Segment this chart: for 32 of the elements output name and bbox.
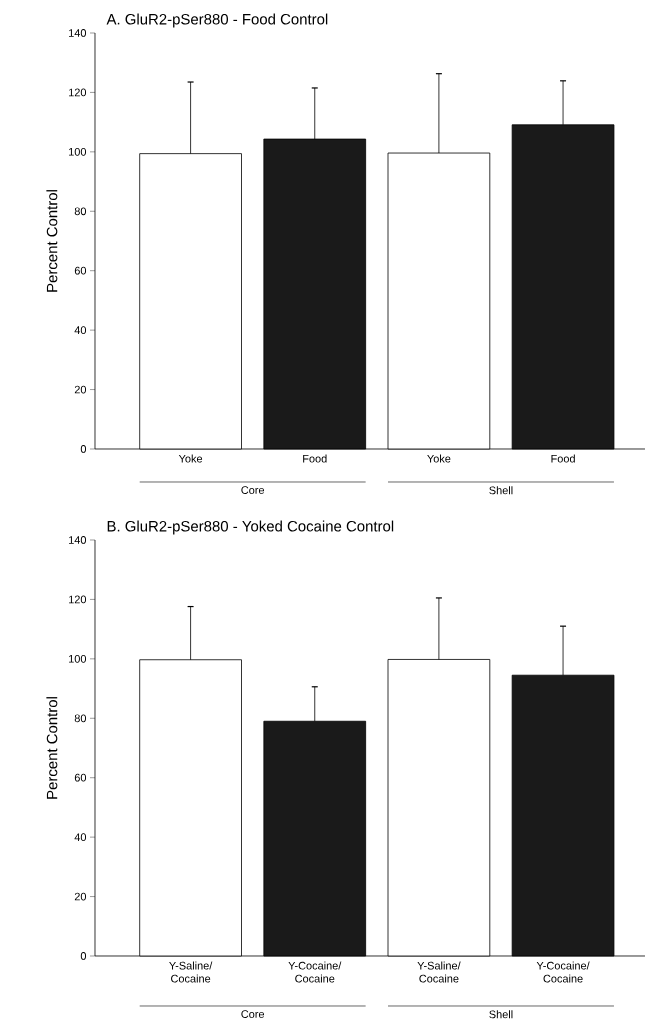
- text: Core: [241, 1010, 265, 1018]
- y-tick-label: 40: [74, 326, 87, 335]
- y-axis-title: Percent Control: [46, 190, 58, 292]
- y-tick-label: 80: [74, 714, 87, 723]
- y-tick-label: 140: [69, 29, 87, 37]
- y-tick-label: 20: [74, 892, 87, 901]
- text: Shell: [489, 1010, 513, 1019]
- text: Core: [241, 486, 265, 494]
- chart-title: B. GluR2-pSer880 - Yoked Cocaine Control: [107, 520, 394, 535]
- y-tick-label: 120: [69, 595, 87, 604]
- y-tick-label: 80: [74, 207, 87, 216]
- x-tick-label: Y-Cocaine/ Cocaine: [288, 961, 342, 983]
- x-tick-label: Y-Saline/ Cocaine: [169, 961, 213, 983]
- text: Shell: [489, 486, 513, 495]
- y-tick-label: 40: [74, 833, 87, 842]
- x-tick-label: Yoke: [178, 454, 203, 463]
- x-tick-label: Yoke: [427, 454, 451, 463]
- chart-title: A. GluR2-pSer880 - Food Control: [106, 13, 328, 28]
- y-tick-label: 140: [69, 536, 87, 544]
- y-axis-title: Percent Control: [46, 697, 58, 799]
- y-tick-label: 60: [74, 773, 87, 782]
- y-tick-label: 0: [80, 445, 87, 453]
- x-tick-label: Y-Saline/ Cocaine: [417, 961, 461, 983]
- y-tick-label: 0: [80, 952, 87, 960]
- x-tick-label: Y-Cocaine/ Cocaine: [536, 961, 590, 983]
- y-tick-label: 100: [69, 147, 87, 156]
- y-tick-label: 20: [74, 385, 87, 394]
- y-tick-label: 60: [74, 266, 87, 275]
- y-tick-label: 100: [69, 654, 87, 663]
- y-tick-label: 120: [69, 88, 87, 97]
- x-tick-label: Food: [551, 454, 575, 463]
- x-tick-label: Food: [303, 454, 327, 463]
